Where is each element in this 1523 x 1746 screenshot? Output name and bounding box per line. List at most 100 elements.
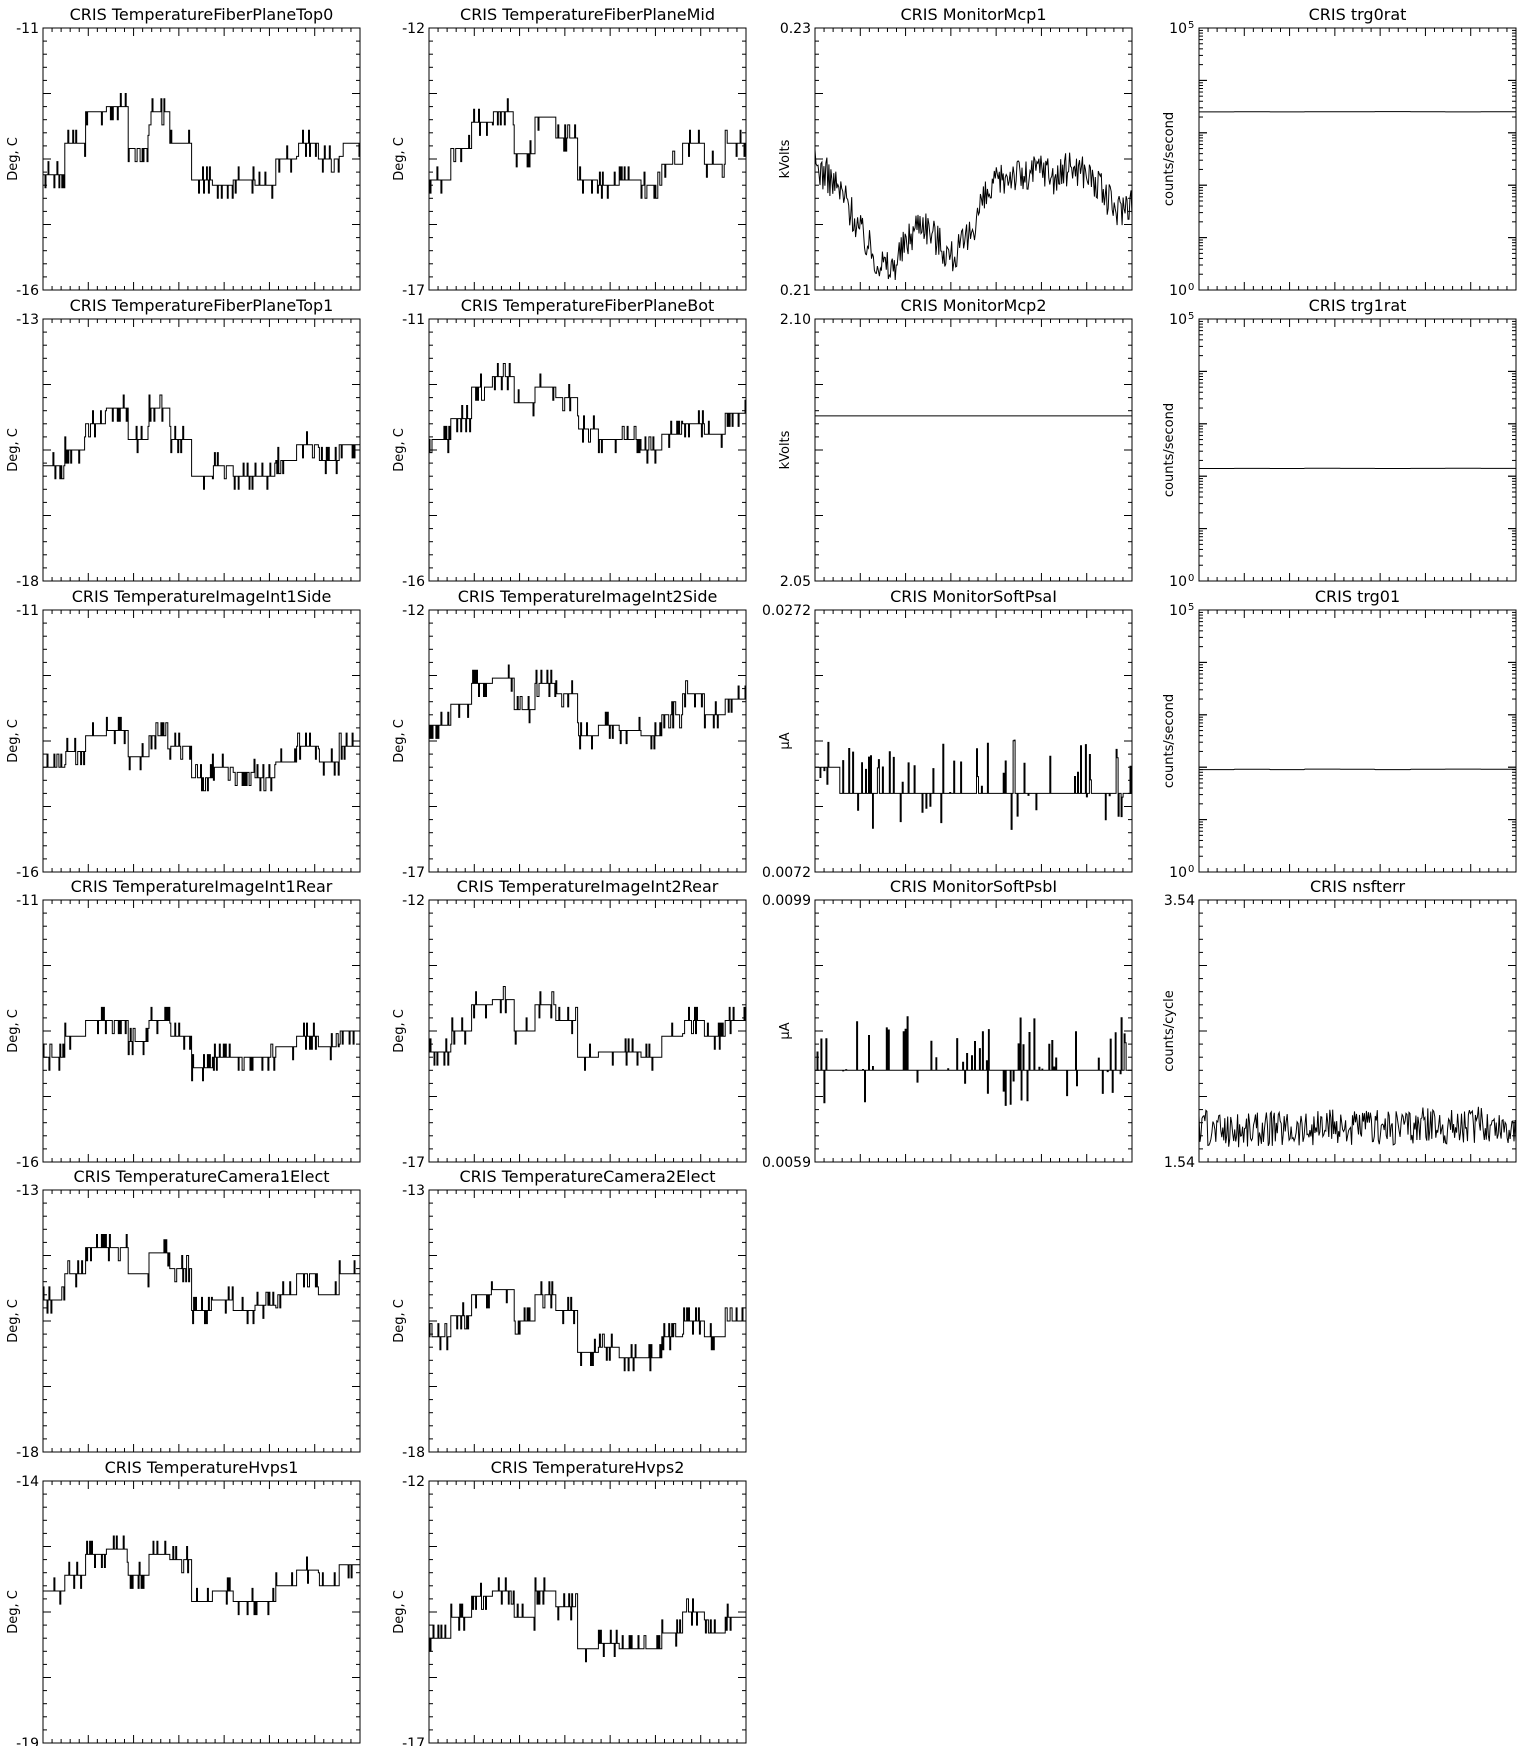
plot-frame [1199,319,1516,581]
y-tick-label-top: 10 [1169,312,1187,328]
y-tick-label-top: -12 [402,1474,425,1490]
chart-title: CRIS trg1rat [1309,296,1407,315]
chart-title: CRIS TemperatureImageInt1Side [72,587,332,606]
chart-svg: CRIS TemperatureImageInt2Side-12-17Deg, … [386,582,756,875]
y-axis-label: kVolts [778,430,793,469]
data-series-line [43,395,360,489]
plot-frame [815,319,1132,581]
plot-frame [1199,28,1516,290]
y-axis-label: Deg, C [392,1299,407,1343]
y-tick-label-top: 3.54 [1164,893,1195,909]
plot-frame [43,1481,360,1743]
chart-title: CRIS TemperatureFiberPlaneBot [461,296,715,315]
y-tick-label-top: 0.0272 [762,603,811,619]
data-series-line [815,1017,1132,1106]
y-tick-label-bottom: 0.0059 [762,1155,811,1171]
chart-title: CRIS TemperatureCamera2Elect [459,1167,715,1186]
y-tick-label-top: -13 [402,1183,425,1199]
data-series-line [815,150,1132,281]
y-tick-label-top: -14 [16,1474,39,1490]
data-series-line [1199,769,1516,770]
y-tick-label-top: 2.10 [780,312,811,328]
chart-title: CRIS TemperatureFiberPlaneMid [460,5,715,24]
chart-title: CRIS TemperatureImageInt1Rear [71,877,333,896]
y-tick-label-bottom: -19 [16,1736,39,1746]
y-tick-label-top: 0.23 [780,21,811,37]
chart-title: CRIS TemperatureHvps1 [105,1458,299,1477]
y-axis-label: Deg, C [392,1590,407,1634]
chart-svg: CRIS TemperatureFiberPlaneBot-11-16Deg, … [386,291,756,584]
y-tick-exponent: 5 [1188,602,1194,613]
data-series-line [815,740,1132,829]
chart-title: CRIS TemperatureFiberPlaneTop1 [70,296,334,315]
plot-frame [429,900,746,1162]
chart-title: CRIS trg0rat [1309,5,1407,24]
chart-title: CRIS TemperatureHvps2 [491,1458,685,1477]
y-axis-label: µA [778,1022,793,1039]
chart-title: CRIS MonitorMcp1 [900,5,1046,24]
y-axis-label: counts/second [1162,403,1177,497]
data-series-line [429,364,746,464]
data-series-line [1199,1107,1516,1147]
y-axis-label: Deg, C [6,428,21,472]
plot-frame [43,900,360,1162]
y-axis-label: Deg, C [392,428,407,472]
data-series-line [43,1007,360,1080]
y-axis-label: µA [778,732,793,749]
data-series-line [429,1578,746,1662]
y-tick-label-top: -11 [16,893,39,909]
y-axis-label: counts/cycle [1162,990,1177,1071]
chart-title: CRIS TemperatureFiberPlaneTop0 [70,5,334,24]
data-series-line [429,99,746,199]
y-tick-label-top: -11 [402,312,425,328]
y-tick-label-top: -11 [16,21,39,37]
plot-frame [815,28,1132,290]
y-tick-label-top: -13 [16,312,39,328]
data-series-line [43,94,360,199]
y-axis-label: Deg, C [392,137,407,181]
data-series-line [429,665,746,749]
y-tick-exponent: 5 [1188,20,1194,31]
y-tick-label-top: -13 [16,1183,39,1199]
y-axis-label: Deg, C [392,1009,407,1053]
chart-title: CRIS MonitorMcp2 [900,296,1046,315]
plot-frame [429,610,746,872]
y-tick-exponent: 5 [1188,311,1194,322]
y-tick-label-top: -12 [402,893,425,909]
chart-svg: CRIS TemperatureFiberPlaneTop1-13-18Deg,… [0,291,370,584]
chart-title: CRIS nsfterr [1310,877,1405,896]
plot-frame [429,28,746,290]
y-axis-label: Deg, C [6,1299,21,1343]
plot-frame [43,28,360,290]
plot-frame [815,900,1132,1162]
y-axis-label: counts/second [1162,694,1177,788]
data-series-line [43,1536,360,1615]
plot-frame [43,1190,360,1452]
